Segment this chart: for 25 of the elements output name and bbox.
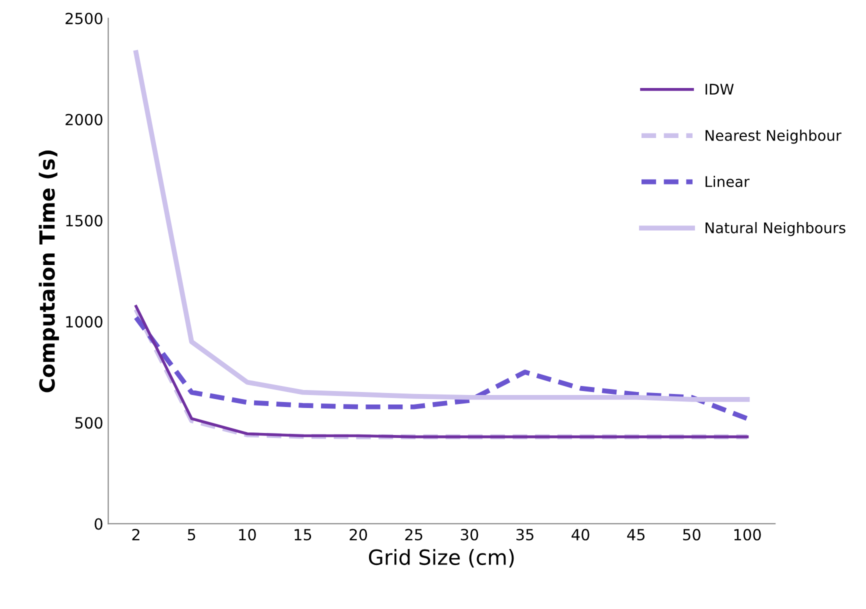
legend-label: Natural Neighbours xyxy=(706,222,846,236)
y-tick-label: 1500 xyxy=(66,214,102,226)
legend-label: IDW xyxy=(706,84,734,95)
x-tick-label: 10 xyxy=(239,528,256,540)
y-tick-label: 0 xyxy=(94,518,102,530)
line-series xyxy=(134,315,750,422)
x-tick-label: 50 xyxy=(683,528,700,540)
x-tick-label: 40 xyxy=(572,528,590,540)
x-tick-label: 15 xyxy=(294,529,312,540)
x-tick-label: 30 xyxy=(460,528,478,540)
legend-label: Linear xyxy=(706,176,750,188)
y-tick-label: 500 xyxy=(75,417,102,429)
y-tick-label: 2000 xyxy=(66,114,102,126)
y-tick-label: 1000 xyxy=(66,316,102,328)
y-tick-label: 2500 xyxy=(66,12,102,24)
x-tick-label: 2 xyxy=(132,528,140,540)
x-tick-label: 45 xyxy=(627,529,645,540)
x-tick-label: 20 xyxy=(350,528,368,540)
x-axis-title: Grid Size (cm) xyxy=(368,548,514,568)
legend-label: Nearest Neighbour xyxy=(706,130,842,144)
x-tick-label: 35 xyxy=(516,528,534,540)
y-axis-title: Computaion Time (s) xyxy=(38,150,59,392)
x-tick-label: 5 xyxy=(188,529,196,540)
x-tick-label: 100 xyxy=(734,528,761,540)
x-tick-label: 25 xyxy=(405,528,422,540)
